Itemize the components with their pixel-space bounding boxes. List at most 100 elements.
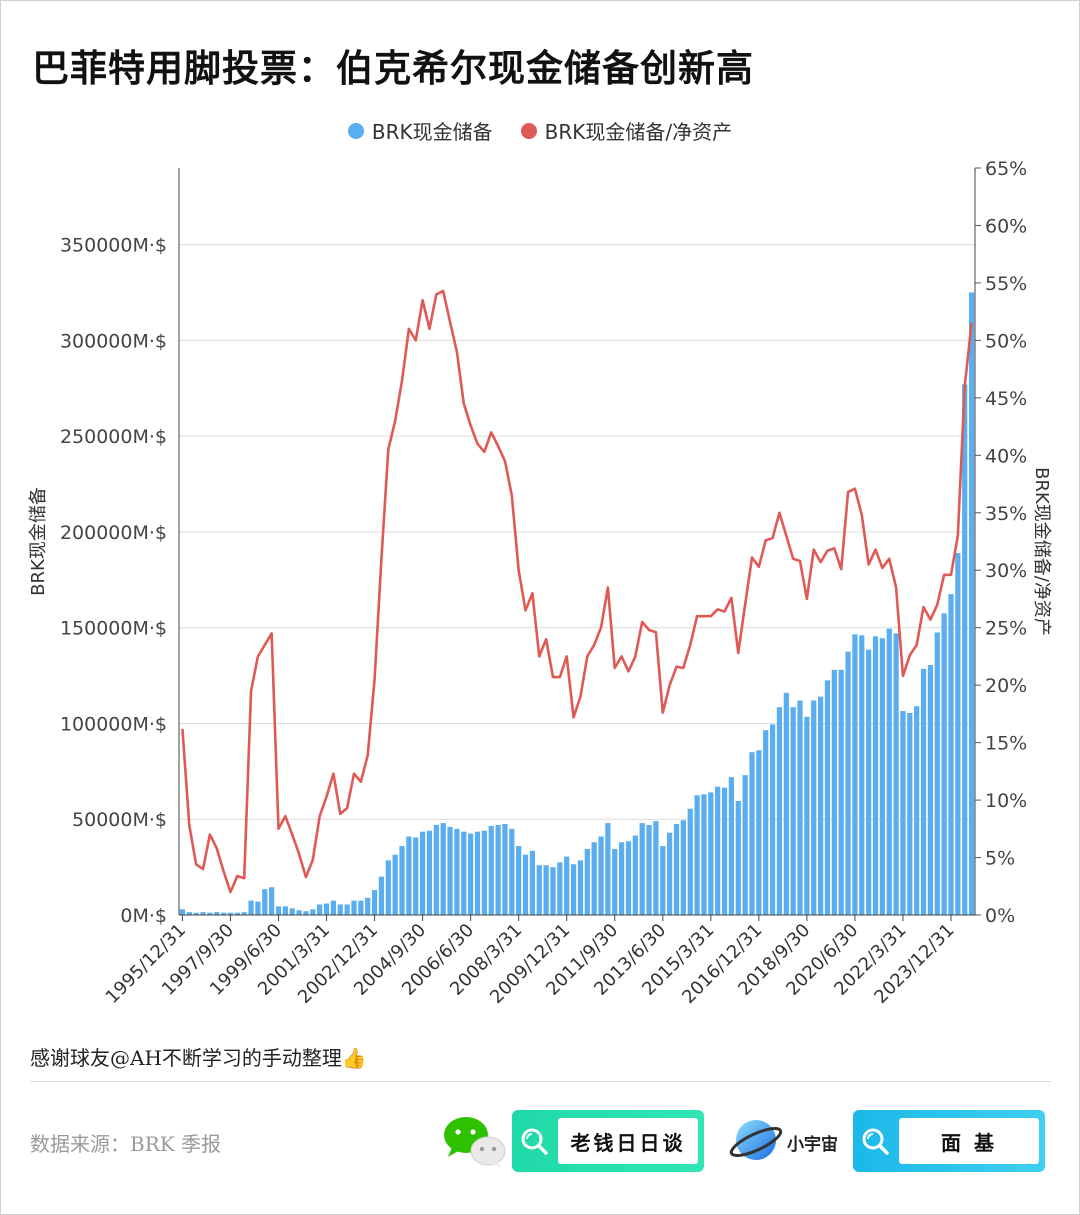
brand-label: 小宇宙 <box>787 1135 838 1155</box>
y-right-tick-label: 30% <box>985 560 1027 582</box>
podcast-badge-blue[interactable]: 面 基 <box>853 1110 1045 1172</box>
bar-cash-reserve <box>653 821 659 915</box>
bar-cash-reserve <box>831 669 837 915</box>
bar-cash-reserve <box>818 696 824 915</box>
line-cash-to-equity <box>181 289 973 894</box>
bar-cash-reserve <box>735 801 741 915</box>
bar-cash-reserve <box>214 912 220 915</box>
bar-cash-reserve <box>385 860 391 915</box>
y-right-tick-label: 45% <box>985 388 1027 410</box>
bar-cash-reserve <box>948 594 954 915</box>
bar-cash-reserve <box>646 824 652 915</box>
bar-cash-reserve <box>783 692 789 915</box>
bar-cash-reserve <box>529 850 536 915</box>
bar-cash-reserve <box>426 830 433 915</box>
y-right-tick-label: 10% <box>985 790 1027 812</box>
bar-cash-reserve <box>522 854 529 915</box>
bar-cash-reserve <box>790 707 796 915</box>
bar-cash-reserve <box>577 860 584 915</box>
bar-cash-reserve <box>296 910 302 915</box>
bar-cash-reserve <box>179 909 186 915</box>
bar-cash-reserve <box>673 824 680 915</box>
bar-cash-reserve <box>262 889 268 915</box>
bar-cash-reserve <box>776 707 783 915</box>
bar-cash-reserve <box>241 912 247 915</box>
bar-cash-reserve <box>200 912 206 915</box>
y-right-tick-label: 40% <box>985 445 1027 467</box>
bar-cash-reserve <box>845 651 851 915</box>
search-icon <box>853 1110 897 1172</box>
bar-cash-reserve <box>461 831 467 915</box>
podcast-badge-green[interactable]: 老钱日日谈 <box>512 1110 704 1172</box>
bar-cash-reserve <box>399 846 405 915</box>
bar-cash-reserve <box>893 633 899 915</box>
bar-cash-reserve <box>968 292 975 915</box>
bar-cash-reserve <box>413 837 419 915</box>
data-source: 数据来源：BRK 季报 <box>30 1132 222 1156</box>
bar-cash-reserve <box>769 724 776 915</box>
bar-cash-reserve <box>495 824 501 915</box>
bar-cash-reserve <box>955 552 961 915</box>
bar-cash-reserve <box>742 775 748 915</box>
bar-cash-reserve <box>570 864 577 915</box>
bar-cash-reserve <box>619 842 625 915</box>
page-title: 巴菲特用脚投票：伯克希尔现金储备创新高 <box>32 47 754 90</box>
bar-cash-reserve <box>221 912 227 915</box>
bar-cash-reserve <box>598 836 604 915</box>
bar-cash-reserve <box>920 668 927 915</box>
bar-cash-reserve <box>914 706 920 915</box>
legend-item-ratio[interactable]: BRK现金储备/净资产 <box>520 116 733 145</box>
search-icon <box>512 1110 556 1172</box>
bar-cash-reserve <box>255 901 261 915</box>
bar-cash-reserve <box>509 828 515 915</box>
bar-cash-reserve <box>625 841 632 915</box>
legend-label-ratio: BRK现金储备/净资产 <box>544 120 733 144</box>
podcast-show-label: 面 基 <box>899 1118 1039 1164</box>
bar-cash-reserve <box>632 835 638 915</box>
planet-icon <box>729 1120 783 1160</box>
y-left-axis-title: BRK现金储备 <box>28 487 49 596</box>
bar-cash-reserve <box>687 808 693 915</box>
bar-cash-reserve <box>591 842 597 915</box>
bar-cash-reserve <box>907 712 913 915</box>
bar-cash-reserve <box>838 669 844 915</box>
bar-cash-reserve <box>358 900 364 915</box>
bar-cash-reserve <box>454 828 460 915</box>
bar-cash-reserve <box>234 912 240 915</box>
bar-cash-reserve <box>708 792 714 915</box>
bar-cash-reserve <box>440 823 446 915</box>
bar-cash-reserve <box>721 787 728 915</box>
bar-cash-reserve <box>378 876 385 915</box>
bar-cash-reserve <box>193 912 199 915</box>
bar-cash-reserve <box>900 711 906 915</box>
y-left-tick-label: 50000M·$ <box>72 809 167 831</box>
bar-cash-reserve <box>811 700 817 915</box>
legend-dot-ratio <box>520 122 537 139</box>
bar-cash-reserve <box>962 384 968 915</box>
y-right-tick-label: 60% <box>985 215 1027 237</box>
y-right-tick-label: 35% <box>985 503 1027 525</box>
bar-cash-reserve <box>371 890 378 915</box>
bar-cash-reserve <box>433 824 439 915</box>
bar-cash-reserve <box>317 904 323 915</box>
bar-cash-reserve <box>715 786 721 915</box>
podcast-name-label: 老钱日日谈 <box>558 1118 698 1164</box>
bar-cash-reserve <box>612 848 618 915</box>
bar-cash-reserve <box>934 632 940 915</box>
y-right-tick-label: 5% <box>985 848 1015 870</box>
bar-cash-reserve <box>859 635 865 915</box>
bar-cash-reserve <box>392 854 398 915</box>
legend-item-cash[interactable]: BRK现金储备 <box>347 116 493 145</box>
bar-cash-reserve <box>852 634 858 915</box>
legend-label-cash: BRK现金储备 <box>371 120 493 144</box>
y-left-tick-label: 0M·$ <box>120 905 167 927</box>
thanks-note: 感谢球友@AH不断学习的手动整理👍 <box>30 1046 367 1070</box>
y-right-tick-label: 0% <box>985 905 1015 927</box>
wechat-icon[interactable] <box>442 1115 506 1169</box>
y-left-tick-label: 350000M·$ <box>60 235 167 257</box>
bar-cash-reserve <box>564 856 570 915</box>
bar-cash-reserve <box>927 665 934 915</box>
bar-cash-reserve <box>186 912 192 915</box>
y-left-tick-label: 250000M·$ <box>60 426 167 448</box>
cash-reserve-chart: 0M·$ 50000M·$ 100000M·$ 150000M·$ 200000M·$ 2… <box>28 158 1052 1008</box>
